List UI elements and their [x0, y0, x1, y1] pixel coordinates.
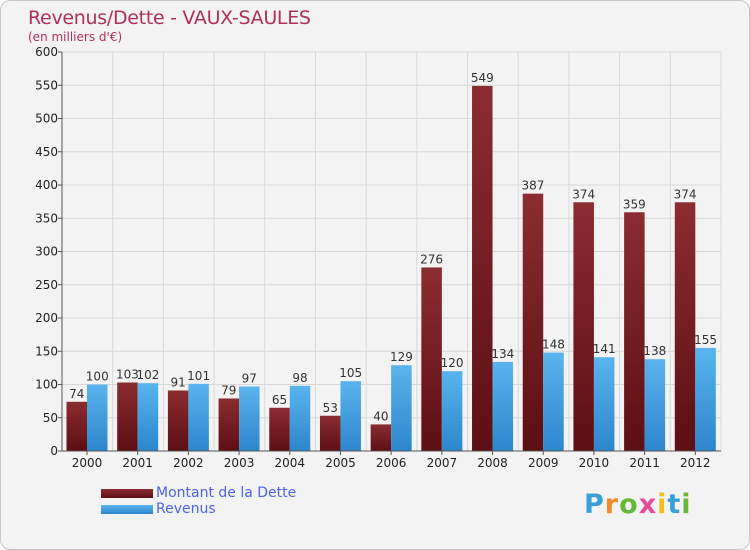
x-tick-label-2000: 2000 — [72, 456, 103, 470]
chart-title: Revenus/Dette - VAUX-SAULES — [28, 7, 311, 29]
data-label-revenue-2000: 100 — [86, 370, 109, 384]
data-label-debt-2002: 91 — [170, 375, 185, 389]
bar-revenue-2008 — [492, 361, 514, 451]
data-label-debt-2005: 53 — [323, 401, 338, 415]
bar-debt-2000 — [66, 401, 87, 451]
data-label-debt-2006: 40 — [373, 409, 388, 423]
y-tick-label-400: 400 — [35, 178, 58, 192]
y-tick-label-250: 250 — [35, 278, 58, 292]
bars — [66, 85, 716, 451]
data-label-debt-2009: 387 — [522, 179, 545, 193]
logo-letter-6: i — [681, 489, 692, 520]
data-label-revenue-2007: 120 — [441, 356, 464, 370]
y-tick-label-450: 450 — [35, 145, 58, 159]
data-label-revenue-2002: 101 — [187, 369, 210, 383]
bar-revenue-2007 — [441, 371, 463, 451]
data-label-revenue-2006: 129 — [390, 350, 413, 364]
y-tick-label-500: 500 — [35, 112, 58, 126]
data-label-revenue-2003: 97 — [242, 371, 257, 385]
x-tick-label-2010: 2010 — [579, 456, 610, 470]
y-tick-label-550: 550 — [35, 78, 58, 92]
x-tick-label-2009: 2009 — [528, 456, 559, 470]
data-label-revenue-2009: 148 — [542, 338, 565, 352]
bar-debt-2001 — [117, 382, 138, 451]
bar-debt-2009 — [522, 193, 544, 451]
bar-revenue-2000 — [87, 384, 108, 451]
logo-letter-1: r — [604, 489, 620, 520]
y-tick-label-300: 300 — [35, 245, 58, 259]
x-tick-label-2002: 2002 — [173, 456, 204, 470]
bar-debt-2003 — [218, 398, 240, 451]
bar-revenue-2001 — [137, 383, 159, 451]
bar-revenue-2009 — [543, 352, 564, 451]
bar-debt-2002 — [167, 390, 189, 451]
legend-swatch-revenue — [101, 505, 153, 514]
x-tick-label-2012: 2012 — [680, 456, 711, 470]
logo-letter-2: o — [619, 489, 639, 520]
bar-revenue-2006 — [391, 365, 412, 451]
proxiti-logo: Proxiti — [584, 489, 692, 520]
x-tick-label-2011: 2011 — [629, 456, 660, 470]
bar-revenue-2002 — [188, 383, 209, 451]
data-label-revenue-2011: 138 — [643, 344, 666, 358]
y-tick-label-350: 350 — [35, 211, 58, 225]
axes — [58, 51, 721, 455]
data-label-revenue-2005: 105 — [339, 366, 362, 380]
bar-debt-2010 — [573, 202, 594, 451]
y-tick-label-150: 150 — [35, 344, 58, 358]
x-tick-label-2001: 2001 — [122, 456, 153, 470]
x-tick-label-2005: 2005 — [325, 456, 356, 470]
y-tick-label-600: 600 — [35, 45, 58, 59]
data-label-debt-2001: 103 — [116, 368, 139, 382]
data-label-revenue-2008: 134 — [491, 347, 514, 361]
data-label-debt-2000: 74 — [69, 387, 84, 401]
x-tick-label-2004: 2004 — [274, 456, 305, 470]
data-label-debt-2008: 549 — [471, 71, 494, 85]
bar-debt-2007 — [421, 267, 442, 451]
y-tick-label-0: 0 — [50, 444, 58, 458]
data-label-revenue-2001: 102 — [136, 368, 159, 382]
data-label-debt-2007: 276 — [420, 252, 443, 266]
bar-debt-2012 — [674, 202, 696, 451]
legend-swatch-debt — [101, 489, 153, 498]
data-label-debt-2010: 374 — [572, 187, 595, 201]
logo-letter-3: x — [638, 489, 658, 520]
data-label-revenue-2004: 98 — [292, 371, 307, 385]
bar-debt-2011 — [624, 212, 645, 451]
y-tick-label-200: 200 — [35, 311, 58, 325]
data-label-debt-2004: 65 — [272, 393, 287, 407]
logo-letter-5: t — [667, 489, 682, 520]
data-label-revenue-2012: 155 — [694, 333, 717, 347]
bar-revenue-2004 — [289, 385, 311, 451]
x-tick-label-2007: 2007 — [427, 456, 458, 470]
bar-revenue-2003 — [239, 386, 260, 451]
bar-revenue-2012 — [695, 347, 716, 451]
chart-subtitle: (en milliers d'€) — [28, 30, 123, 44]
bar-debt-2008 — [472, 85, 493, 451]
logo-letter-0: P — [584, 489, 605, 520]
legend-label-debt: Montant de la Dette — [156, 485, 297, 501]
bar-revenue-2010 — [593, 357, 615, 451]
x-tick-label-2003: 2003 — [224, 456, 255, 470]
data-label-debt-2012: 374 — [674, 187, 697, 201]
bar-debt-2005 — [319, 415, 341, 451]
legend-label-revenue: Revenus — [156, 501, 216, 517]
bar-revenue-2011 — [644, 359, 666, 451]
x-tick-label-2006: 2006 — [376, 456, 407, 470]
bar-revenue-2005 — [340, 381, 361, 451]
data-label-debt-2003: 79 — [221, 383, 236, 397]
bar-debt-2006 — [370, 424, 392, 451]
bar-debt-2004 — [269, 407, 290, 451]
labels: 0 50 100 150 200 250 300 350 400 450 500 550 600 2000… — [35, 45, 717, 470]
y-tick-label-50: 50 — [43, 411, 58, 425]
logo-letter-4: i — [657, 489, 668, 520]
data-label-debt-2011: 359 — [623, 197, 646, 211]
y-tick-label-100: 100 — [35, 378, 58, 392]
data-label-revenue-2010: 141 — [593, 342, 616, 356]
x-tick-label-2008: 2008 — [477, 456, 508, 470]
